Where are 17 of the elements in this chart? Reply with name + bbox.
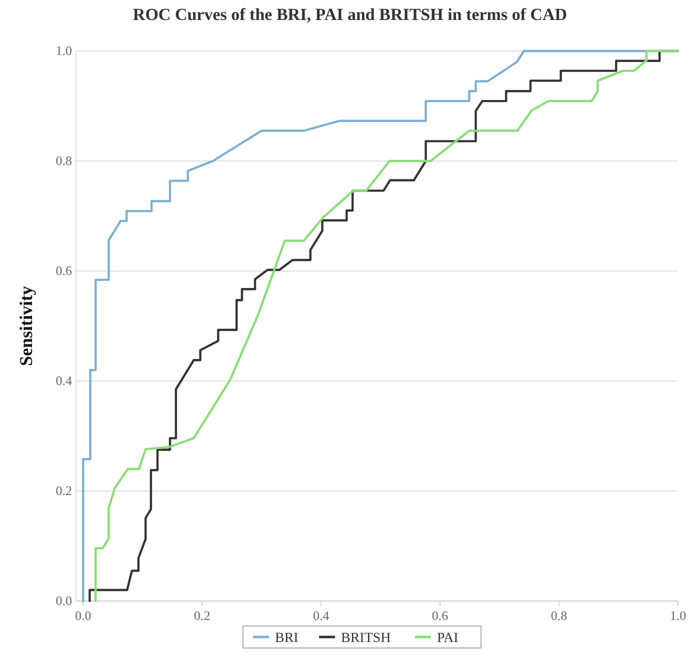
y-tick-label: 0.2 bbox=[56, 483, 72, 498]
y-tick-label: 0.8 bbox=[56, 153, 72, 168]
legend-label: BRITSH bbox=[341, 631, 391, 646]
x-tick-label: 0.0 bbox=[75, 608, 92, 623]
legend-label: BRI bbox=[275, 631, 299, 646]
y-tick-label: 0.6 bbox=[56, 263, 72, 278]
x-tick-label: 0.8 bbox=[550, 608, 568, 623]
x-tick-label: 0.6 bbox=[432, 608, 449, 623]
x-tick-label: 0.4 bbox=[312, 608, 330, 623]
y-tick-label: 1.0 bbox=[56, 43, 72, 58]
x-tick-label: 1.0 bbox=[670, 608, 686, 623]
y-tick-label: 0.4 bbox=[56, 373, 72, 388]
x-tick-label: 0.2 bbox=[194, 608, 210, 623]
legend-label: PAI bbox=[437, 631, 459, 646]
chart-title: ROC Curves of the BRI, PAI and BRITSH in terms of CAD bbox=[132, 5, 568, 24]
y-tick-label: 0.0 bbox=[56, 593, 72, 608]
y-axis-title: Sensitivity bbox=[16, 286, 36, 366]
